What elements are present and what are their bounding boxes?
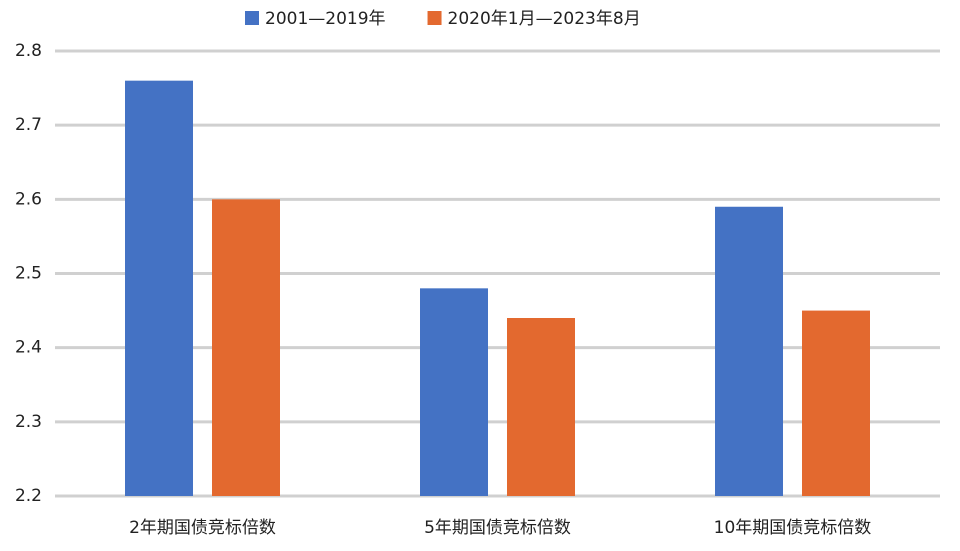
legend-swatch [245,11,259,25]
legend-label: 2001—2019年 [265,9,386,29]
legend-swatch [427,11,442,25]
y-tick-label: 2.4 [15,338,42,358]
y-tick-label: 2.2 [15,486,42,506]
y-tick-label: 2.6 [15,189,42,209]
bar [420,288,488,496]
x-tick-label: 10年期国债竞标倍数 [714,518,872,538]
bar [212,199,280,497]
y-tick-label: 2.8 [15,41,42,61]
y-tick-label: 2.5 [15,264,42,284]
bar [802,310,870,496]
x-tick-label: 5年期国债竞标倍数 [424,518,571,538]
y-tick-label: 2.3 [15,412,42,432]
x-tick-label: 2年期国债竞标倍数 [129,518,276,538]
bar [125,80,193,497]
bar [715,206,783,496]
bar [507,318,575,496]
y-tick-label: 2.7 [15,115,42,135]
legend-label: 2020年1月—2023年8月 [448,9,641,29]
